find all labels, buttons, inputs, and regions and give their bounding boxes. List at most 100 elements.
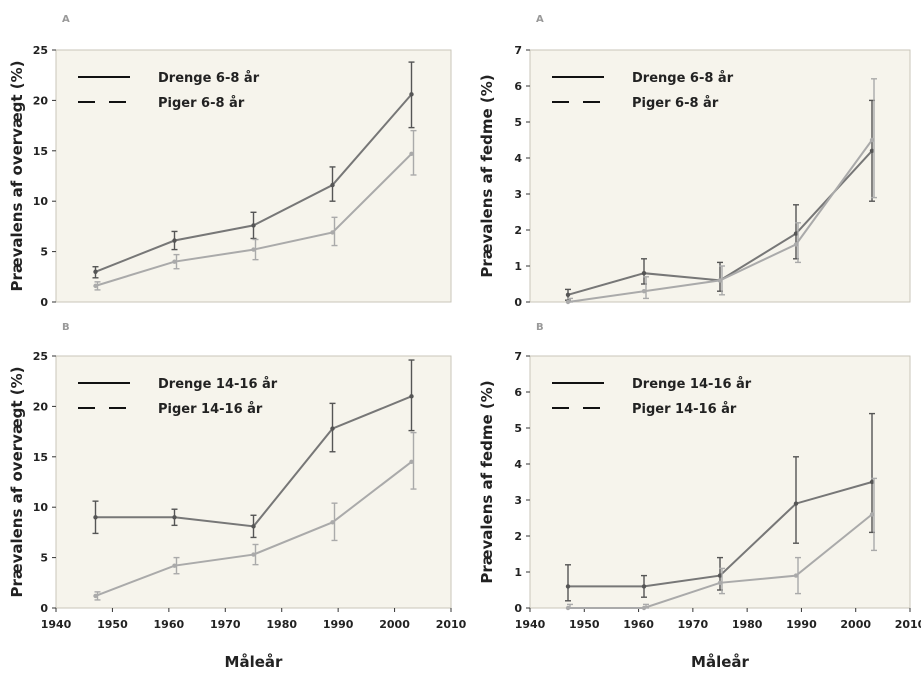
data-point — [93, 593, 98, 599]
y-tick-label: 5 — [514, 422, 522, 435]
series-drenge — [92, 359, 415, 539]
chart-panel-3: B 0 5 10 15 20 25 1940 1950 1960 1970 1980 1990 2000 2… — [8, 322, 467, 671]
y-axis-label: Prævalens af overvægt (%) — [8, 60, 26, 291]
data-point — [330, 182, 335, 188]
data-point — [717, 278, 723, 283]
data-point — [172, 259, 177, 264]
data-point — [93, 283, 98, 289]
legend: Drenge 14-16 år Piger 14-16 år — [552, 377, 752, 417]
x-tick-label: 1960 — [623, 618, 654, 631]
y-tick-label: 0 — [40, 602, 48, 615]
x-tick-label: 1980 — [732, 618, 763, 631]
data-point — [330, 520, 335, 525]
data-point — [641, 605, 647, 611]
legend: Drenge 6-8 år Piger 6-8 år — [552, 71, 734, 111]
series-piger — [93, 431, 417, 601]
data-point — [793, 242, 799, 247]
y-tick-label: 0 — [40, 296, 48, 309]
x-tick-label: 2000 — [840, 618, 871, 631]
data-point — [330, 426, 335, 431]
data-point — [93, 515, 98, 520]
x-tick-label: 2010 — [895, 618, 921, 631]
x-tick-label: 1950 — [569, 618, 600, 631]
legend-label: Piger 6-8 år — [632, 96, 719, 111]
legend-label: Piger 14-16 år — [158, 402, 263, 417]
x-tick-label: 1940 — [41, 618, 72, 631]
data-point — [717, 580, 723, 585]
series-drenge — [92, 61, 415, 279]
data-point — [93, 269, 98, 274]
panel-letter: A — [536, 14, 544, 25]
legend: Drenge 6-8 år Piger 6-8 år — [78, 71, 260, 111]
y-tick-label: 1 — [514, 260, 522, 273]
data-point — [565, 605, 571, 611]
data-point — [641, 271, 647, 276]
data-point — [251, 223, 256, 228]
data-point — [251, 524, 256, 529]
y-tick-label: 5 — [40, 246, 48, 259]
data-point — [172, 238, 177, 243]
data-point — [409, 459, 414, 465]
x-axis-label: Måleår — [225, 653, 283, 671]
x-tick-label: 1950 — [97, 618, 128, 631]
y-tick-label: 4 — [514, 152, 522, 165]
chart-panel-4: B 0 1 2 3 4 5 6 7 1940 1950 1960 1970 1980 1990 2000 201… — [478, 322, 921, 671]
x-tick-label: 1970 — [678, 618, 709, 631]
x-tick-label: 1980 — [266, 618, 297, 631]
y-tick-label: 7 — [514, 44, 522, 57]
legend: Drenge 14-16 år Piger 14-16 år — [78, 377, 278, 417]
y-tick-label: 3 — [514, 494, 522, 507]
data-point — [641, 289, 647, 294]
x-tick-label: 1990 — [786, 618, 817, 631]
y-tick-label: 10 — [33, 195, 49, 208]
data-point — [172, 563, 177, 568]
x-tick-label: 2000 — [379, 618, 410, 631]
data-point — [717, 573, 723, 578]
y-tick-label: 2 — [514, 530, 522, 543]
panel-letter: B — [62, 322, 70, 333]
y-tick-label: 15 — [33, 451, 48, 464]
y-axis-label: Prævalens af fedme (%) — [478, 380, 496, 583]
chart-panel-1: A 0 5 10 15 20 25 Prævalens af overvægt (%) Dren… — [8, 14, 452, 309]
y-tick-label: 5 — [40, 552, 48, 565]
x-tick-label: 1940 — [515, 618, 546, 631]
y-tick-label: 0 — [514, 602, 522, 615]
chart-panel-2: A 0 1 2 3 4 5 6 7 Prævalens af fedme (%) Drenge 6-… — [478, 14, 911, 309]
panel-letter: B — [536, 322, 544, 333]
y-tick-label: 1 — [514, 566, 522, 579]
data-point — [869, 148, 875, 153]
series-piger — [565, 78, 877, 305]
data-point — [409, 92, 414, 97]
legend-label: Piger 14-16 år — [632, 402, 737, 417]
y-axis-label: Prævalens af fedme (%) — [478, 74, 496, 277]
legend-label: Drenge 6-8 år — [158, 71, 260, 86]
data-point — [565, 299, 571, 305]
plot-area — [55, 355, 452, 609]
y-axis-label: Prævalens af overvægt (%) — [8, 366, 26, 597]
data-point — [172, 515, 177, 520]
y-tick-label: 25 — [33, 350, 48, 363]
data-point — [251, 247, 256, 252]
y-tick-label: 6 — [514, 80, 522, 93]
y-tick-label: 5 — [514, 116, 522, 129]
y-tick-label: 0 — [514, 296, 522, 309]
legend-label: Piger 6-8 år — [158, 96, 245, 111]
data-point — [793, 231, 799, 236]
y-tick-label: 20 — [33, 400, 49, 413]
data-point — [409, 151, 414, 157]
data-point — [869, 512, 875, 517]
y-tick-label: 10 — [33, 501, 49, 514]
data-point — [869, 137, 875, 143]
data-point — [565, 584, 571, 589]
data-point — [793, 573, 799, 578]
data-point — [330, 230, 335, 235]
y-tick-label: 6 — [514, 386, 522, 399]
legend-label: Drenge 14-16 år — [632, 377, 752, 392]
data-point — [793, 501, 799, 506]
data-point — [565, 292, 571, 297]
y-tick-label: 3 — [514, 188, 522, 201]
y-tick-label: 20 — [33, 94, 49, 107]
x-tick-label: 1960 — [154, 618, 185, 631]
data-point — [641, 584, 647, 589]
